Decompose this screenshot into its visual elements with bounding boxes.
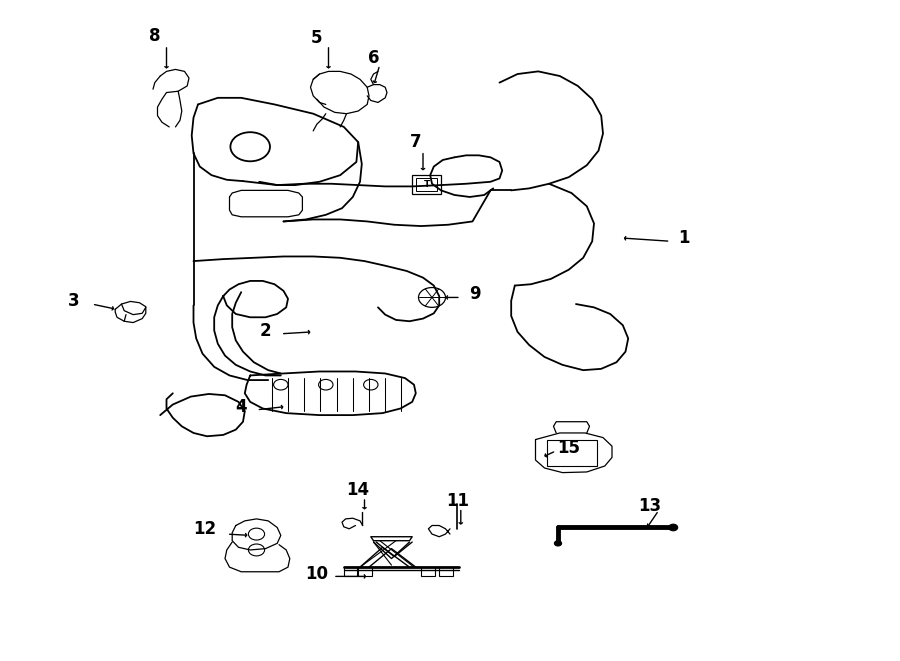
Bar (358, 567, 372, 576)
Bar (416, 178, 437, 191)
Text: 13: 13 (638, 496, 662, 515)
Circle shape (319, 379, 333, 390)
Text: 14: 14 (346, 481, 370, 500)
Text: 5: 5 (311, 29, 322, 48)
Text: 10: 10 (305, 564, 328, 583)
Text: T: T (424, 180, 429, 189)
Text: 8: 8 (149, 27, 160, 46)
Text: 9: 9 (470, 285, 481, 303)
Bar (547, 440, 597, 466)
Text: 4: 4 (236, 397, 247, 416)
Bar (344, 567, 357, 576)
Bar (421, 567, 435, 576)
Circle shape (364, 379, 378, 390)
Text: 3: 3 (68, 292, 79, 310)
Circle shape (554, 541, 562, 546)
Text: 1: 1 (679, 229, 689, 247)
Circle shape (274, 379, 288, 390)
Circle shape (669, 524, 678, 531)
Text: 6: 6 (368, 49, 379, 67)
Text: 15: 15 (557, 439, 580, 457)
Circle shape (418, 288, 446, 307)
Bar (439, 567, 453, 576)
Circle shape (248, 528, 265, 540)
Circle shape (230, 132, 270, 161)
Circle shape (248, 544, 265, 556)
Text: 12: 12 (194, 520, 217, 538)
Text: 2: 2 (260, 321, 271, 340)
Text: 11: 11 (446, 492, 469, 510)
Bar (412, 175, 441, 194)
Text: 7: 7 (410, 133, 421, 151)
